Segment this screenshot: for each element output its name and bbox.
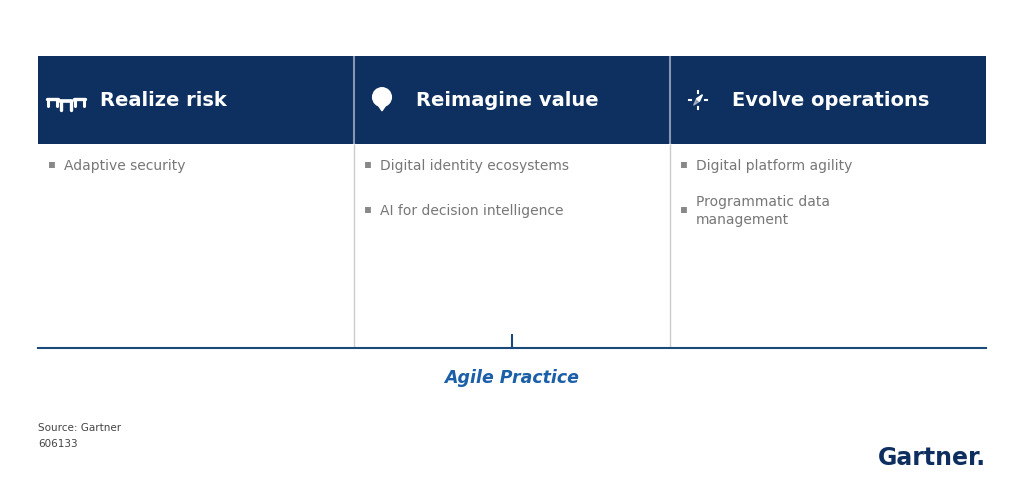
Text: Adaptive security: Adaptive security [63, 159, 185, 173]
Text: ▪: ▪ [364, 157, 372, 171]
Text: Gartner.: Gartner. [878, 446, 986, 470]
Text: Agile Practice: Agile Practice [444, 369, 580, 387]
Polygon shape [696, 95, 702, 101]
Circle shape [378, 93, 386, 101]
Text: Source: Gartner: Source: Gartner [38, 423, 121, 433]
FancyBboxPatch shape [38, 56, 986, 144]
Circle shape [373, 88, 391, 106]
Text: ▪: ▪ [364, 203, 372, 215]
Text: ▪: ▪ [680, 203, 688, 215]
Text: Evolve operations: Evolve operations [732, 90, 930, 109]
Text: Digital platform agility: Digital platform agility [696, 159, 852, 173]
Text: 606133: 606133 [38, 439, 78, 449]
Text: Realize risk: Realize risk [100, 90, 226, 109]
Text: ▪: ▪ [48, 157, 56, 171]
Polygon shape [693, 99, 699, 105]
Text: Programmatic data
management: Programmatic data management [696, 195, 830, 227]
Text: AI for decision intelligence: AI for decision intelligence [380, 204, 563, 218]
Text: ▪: ▪ [680, 157, 688, 171]
Text: Reimagine value: Reimagine value [416, 90, 599, 109]
Polygon shape [376, 102, 388, 111]
Text: Digital identity ecosystems: Digital identity ecosystems [380, 159, 569, 173]
